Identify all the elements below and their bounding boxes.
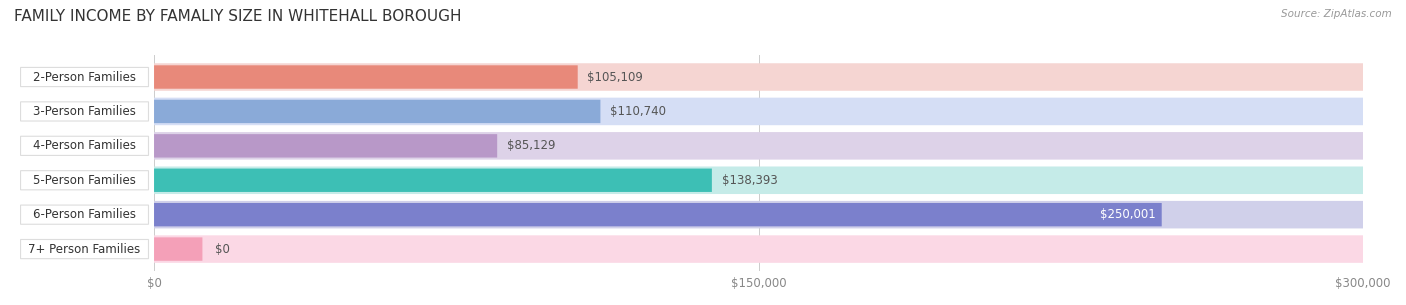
Text: Source: ZipAtlas.com: Source: ZipAtlas.com — [1281, 9, 1392, 19]
FancyBboxPatch shape — [155, 167, 1364, 194]
FancyBboxPatch shape — [155, 65, 578, 89]
Text: $0: $0 — [215, 242, 229, 256]
FancyBboxPatch shape — [21, 102, 149, 121]
Text: 5-Person Families: 5-Person Families — [34, 174, 136, 187]
FancyBboxPatch shape — [155, 63, 1364, 91]
FancyBboxPatch shape — [21, 67, 149, 87]
Text: $250,001: $250,001 — [1099, 208, 1156, 221]
Text: 2-Person Families: 2-Person Families — [32, 70, 136, 84]
FancyBboxPatch shape — [155, 134, 498, 158]
Text: 7+ Person Families: 7+ Person Families — [28, 242, 141, 256]
FancyBboxPatch shape — [21, 171, 149, 190]
Text: 6-Person Families: 6-Person Families — [32, 208, 136, 221]
FancyBboxPatch shape — [155, 100, 600, 123]
FancyBboxPatch shape — [155, 203, 1161, 226]
Text: 3-Person Families: 3-Person Families — [34, 105, 136, 118]
Text: $110,740: $110,740 — [610, 105, 666, 118]
FancyBboxPatch shape — [155, 132, 1364, 160]
Text: FAMILY INCOME BY FAMALIY SIZE IN WHITEHALL BOROUGH: FAMILY INCOME BY FAMALIY SIZE IN WHITEHA… — [14, 9, 461, 24]
Text: $85,129: $85,129 — [506, 139, 555, 152]
Text: 4-Person Families: 4-Person Families — [32, 139, 136, 152]
FancyBboxPatch shape — [155, 169, 711, 192]
FancyBboxPatch shape — [21, 136, 149, 156]
FancyBboxPatch shape — [21, 205, 149, 224]
FancyBboxPatch shape — [155, 235, 1364, 263]
Text: $105,109: $105,109 — [588, 70, 644, 84]
FancyBboxPatch shape — [21, 239, 149, 259]
FancyBboxPatch shape — [155, 201, 1364, 228]
Text: $138,393: $138,393 — [721, 174, 778, 187]
FancyBboxPatch shape — [155, 98, 1364, 125]
FancyBboxPatch shape — [155, 237, 202, 261]
